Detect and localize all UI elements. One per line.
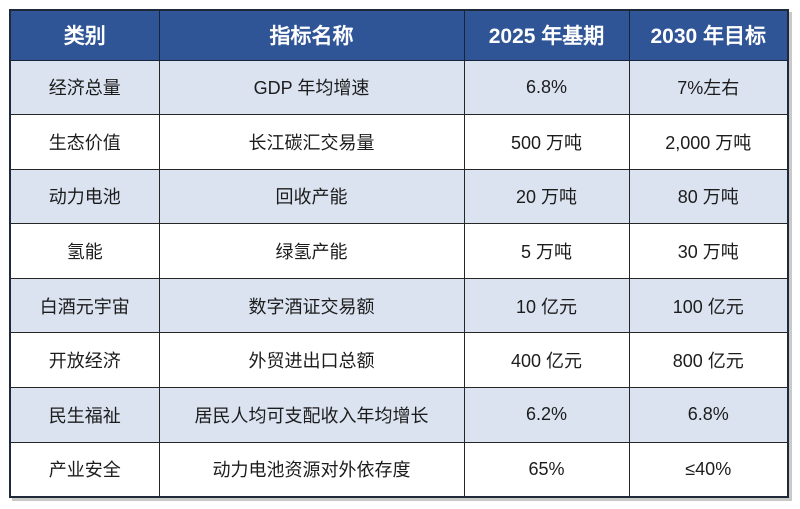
cell-indicator: 绿氢产能 [158,223,465,279]
table-row: 动力电池 回收产能 20 万吨 80 万吨 [9,168,789,225]
cell-category: 经济总量 [9,59,160,116]
table-row: 经济总量 GDP 年均增速 6.8% 7%左右 [9,59,789,116]
cell-base-2025: 20 万吨 [463,168,630,225]
table-row: 白酒元宇宙 数字酒证交易额 10 亿元 100 亿元 [9,277,789,334]
cell-category: 动力电池 [9,168,160,225]
cell-category: 开放经济 [9,332,160,389]
cell-target-2030: 30 万吨 [628,223,789,279]
cell-target-2030: 100 亿元 [628,277,789,334]
cell-category: 民生福祉 [9,387,160,443]
cell-base-2025: 400 亿元 [463,332,630,389]
table-row: 氢能 绿氢产能 5 万吨 30 万吨 [9,223,789,279]
cell-base-2025: 5 万吨 [463,223,630,279]
cell-target-2030: ≤40% [628,441,789,498]
header-cell-base-2025: 2025 年基期 [463,9,630,61]
cell-indicator: 长江碳汇交易量 [158,114,465,170]
cell-base-2025: 6.2% [463,387,630,443]
table-row: 开放经济 外贸进出口总额 400 亿元 800 亿元 [9,332,789,389]
cell-base-2025: 6.8% [463,59,630,116]
cell-base-2025: 65% [463,441,630,498]
header-cell-target-2030: 2030 年目标 [628,9,789,61]
cell-indicator: 居民人均可支配收入年均增长 [158,387,465,443]
cell-target-2030: 6.8% [628,387,789,443]
cell-category: 白酒元宇宙 [9,277,160,334]
cell-target-2030: 7%左右 [628,59,789,116]
header-row: 类别 指标名称 2025 年基期 2030 年目标 [9,9,789,61]
table-row: 民生福祉 居民人均可支配收入年均增长 6.2% 6.8% [9,387,789,443]
cell-base-2025: 500 万吨 [463,114,630,170]
cell-indicator: 数字酒证交易额 [158,277,465,334]
cell-indicator: GDP 年均增速 [158,59,465,116]
cell-target-2030: 800 亿元 [628,332,789,389]
indicators-table: 类别 指标名称 2025 年基期 2030 年目标 经济总量 GDP 年均增速 … [9,9,789,498]
cell-indicator: 外贸进出口总额 [158,332,465,389]
cell-target-2030: 80 万吨 [628,168,789,225]
cell-category: 生态价值 [9,114,160,170]
header-cell-indicator: 指标名称 [158,9,465,61]
cell-indicator: 动力电池资源对外依存度 [158,441,465,498]
table-row: 产业安全 动力电池资源对外依存度 65% ≤40% [9,441,789,498]
header-cell-category: 类别 [9,9,160,61]
cell-indicator: 回收产能 [158,168,465,225]
cell-target-2030: 2,000 万吨 [628,114,789,170]
table-row: 生态价值 长江碳汇交易量 500 万吨 2,000 万吨 [9,114,789,170]
cell-category: 产业安全 [9,441,160,498]
cell-category: 氢能 [9,223,160,279]
cell-base-2025: 10 亿元 [463,277,630,334]
